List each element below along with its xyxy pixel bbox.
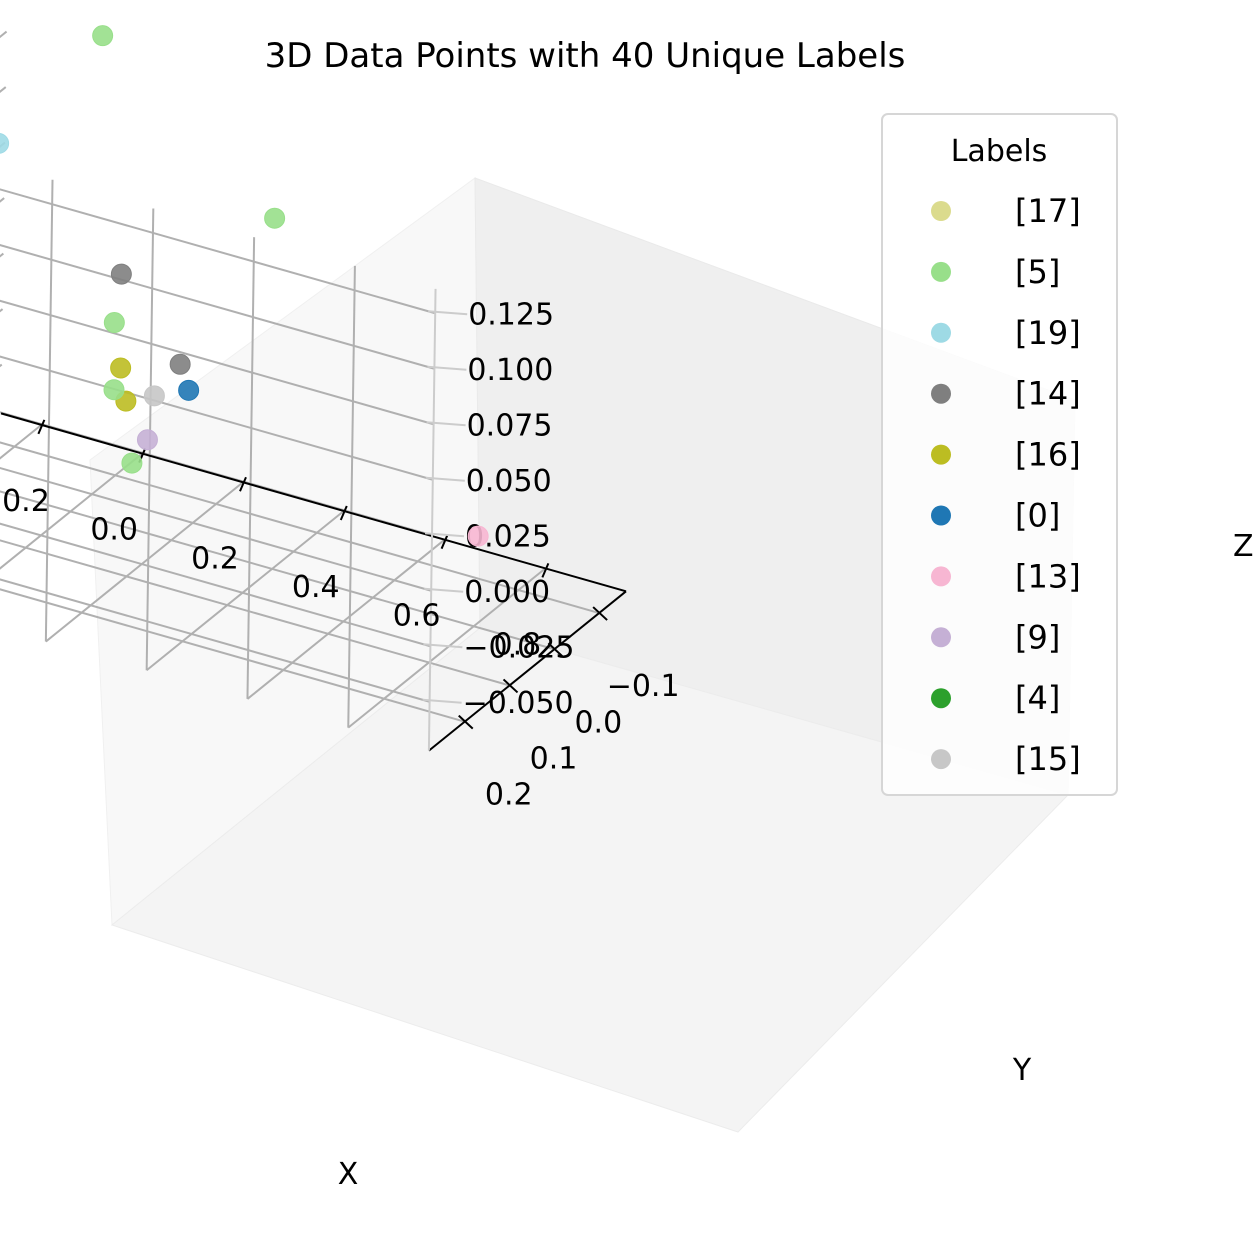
legend-marker — [931, 627, 951, 647]
x-tick-label: 0.4 — [292, 570, 340, 605]
z-gridline — [0, 309, 3, 468]
z-gridline — [0, 143, 5, 302]
y-axis-label: Y — [1012, 1053, 1032, 1088]
legend-label: [19] — [1015, 314, 1081, 352]
z-gridline — [0, 198, 4, 357]
z-tick-label: 0.000 — [464, 575, 550, 610]
data-point — [0, 133, 9, 153]
legend-marker — [931, 262, 951, 282]
data-point — [468, 526, 488, 546]
legend: Labels [17] [5] [19] [14] [16] [0] [13] [9] [4] [… — [882, 114, 1117, 795]
data-point — [104, 313, 124, 333]
x-tick-label: 0.6 — [393, 599, 441, 634]
data-point — [170, 354, 190, 374]
legend-marker — [931, 566, 951, 586]
chart-title: 3D Data Points with 40 Unique Labels — [265, 36, 906, 76]
legend-marker — [931, 201, 951, 221]
x-tick-label: 0.2 — [191, 541, 239, 576]
data-point — [265, 208, 285, 228]
z-tick-label: 0.125 — [468, 297, 554, 332]
z-gridline — [0, 87, 6, 246]
data-point — [179, 380, 199, 400]
legend-label: [14] — [1015, 375, 1081, 413]
z-gridline — [0, 32, 7, 191]
z-tick-label: −0.025 — [463, 630, 574, 665]
legend-label: [13] — [1015, 557, 1081, 595]
x-tick-label: 0.0 — [90, 513, 138, 548]
data-point — [93, 26, 113, 46]
z-gridline — [0, 0, 7, 135]
data-point — [144, 386, 164, 406]
legend-marker — [931, 384, 951, 404]
z-tick-label: 0.050 — [466, 464, 552, 499]
legend-label: [15] — [1015, 740, 1081, 778]
x-axis-label: X — [338, 1157, 359, 1192]
data-point — [111, 264, 131, 284]
y-tick-label: 0.1 — [530, 741, 578, 776]
x-gridline — [46, 180, 53, 642]
z-tick-label: 0.075 — [467, 408, 553, 443]
data-point — [111, 358, 131, 378]
z-gridline — [0, 254, 3, 413]
y-tick-label: 0.0 — [574, 705, 622, 740]
legend-marker — [931, 688, 951, 708]
z-tick-label: 0.100 — [467, 353, 553, 388]
legend-marker — [931, 445, 951, 465]
data-point — [104, 380, 124, 400]
legend-label: [16] — [1015, 436, 1081, 474]
legend-label: [5] — [1015, 253, 1060, 291]
legend-label: [17] — [1015, 192, 1081, 230]
legend-title: Labels — [951, 134, 1048, 169]
legend-label: [0] — [1015, 497, 1060, 535]
x-tick-label: −0.2 — [0, 484, 50, 519]
z-axis-label: Z — [1233, 529, 1254, 564]
y-tick-label: 0.2 — [485, 778, 533, 813]
data-point — [122, 453, 142, 473]
legend-box — [882, 114, 1117, 795]
y-tick-label: −0.1 — [607, 669, 680, 704]
z-tick-label: −0.050 — [463, 686, 574, 721]
legend-marker — [931, 323, 951, 343]
legend-label: [9] — [1015, 618, 1060, 656]
legend-label: [4] — [1015, 679, 1060, 717]
legend-marker — [931, 506, 951, 526]
legend-marker — [931, 749, 951, 769]
data-point — [137, 430, 157, 450]
